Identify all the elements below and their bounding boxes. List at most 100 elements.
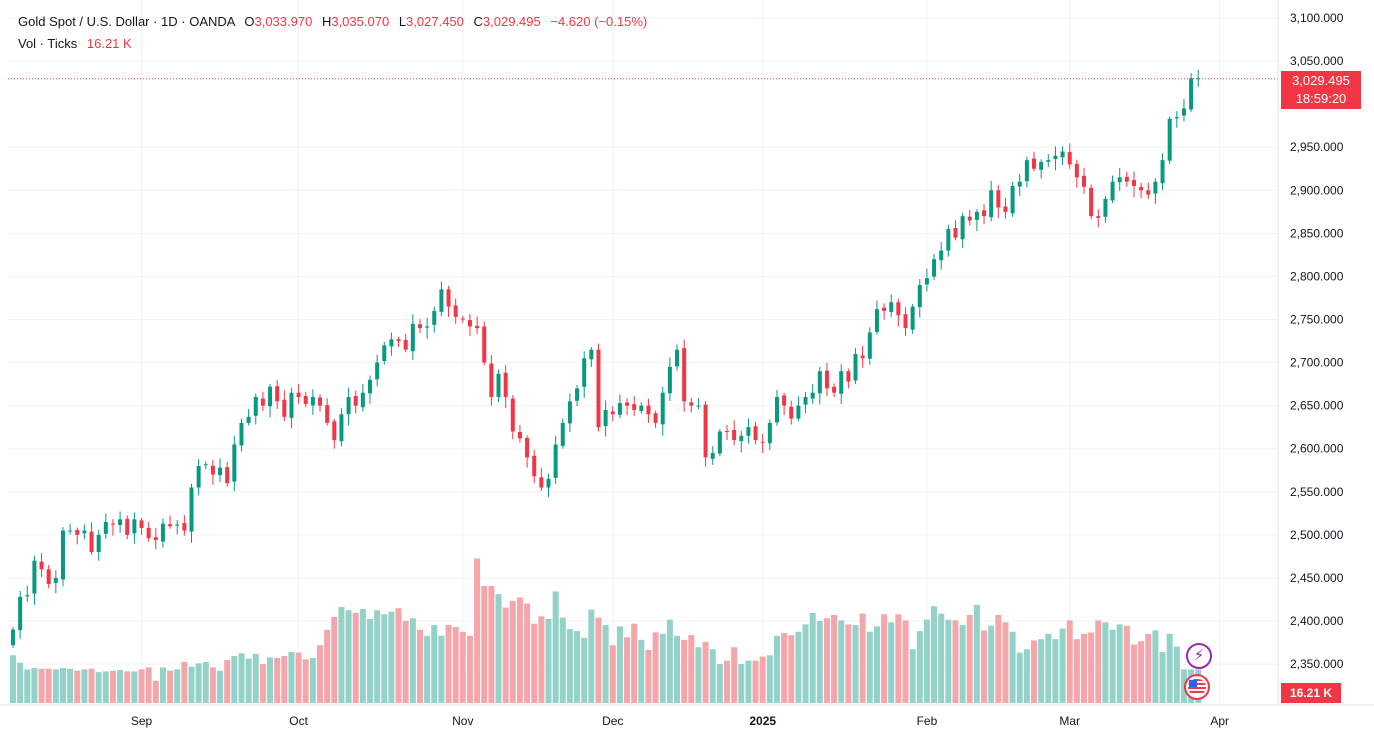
low-label: L (398, 14, 407, 29)
volume-bar (666, 619, 673, 703)
candle-body (1189, 78, 1194, 110)
candle-body (632, 404, 637, 410)
candle-body (974, 211, 979, 220)
volume-bar (209, 667, 216, 703)
candle-body (1160, 160, 1165, 184)
open-label: O (244, 14, 255, 29)
candle-body (489, 363, 494, 398)
volume-bar (995, 614, 1002, 703)
us-flag-icon[interactable] (1184, 674, 1210, 700)
volume-bar (1180, 669, 1187, 703)
volume-bar (74, 670, 81, 703)
volume-bar (259, 664, 266, 703)
candle-body (375, 362, 380, 380)
candle-body (53, 577, 58, 583)
candle-body (125, 518, 130, 535)
volume-label[interactable]: Vol · Ticks (18, 36, 78, 51)
volume-bar (902, 620, 909, 703)
volume-bar (267, 657, 274, 703)
candle-body (346, 397, 351, 415)
volume-bar (759, 656, 766, 703)
volume-bar (1145, 633, 1152, 703)
volume-bar (959, 625, 966, 703)
candle-body (296, 392, 301, 398)
candle-body (160, 523, 165, 542)
volume-bar (545, 619, 552, 703)
candle-body (460, 318, 465, 320)
candle-body (596, 349, 601, 428)
volume-bar (781, 633, 788, 703)
price-tick-label: 2,500.000 (1290, 528, 1344, 542)
volume-bar (295, 652, 302, 703)
volume-bar (816, 621, 823, 703)
candle-body (75, 530, 80, 535)
volume-bar (245, 658, 252, 703)
volume-bar (716, 664, 723, 703)
volume-bar (909, 649, 916, 703)
volume-bar (1166, 633, 1173, 703)
time-tick-label: Mar (1059, 714, 1080, 728)
volume-bar (881, 614, 888, 703)
volume-bar (559, 617, 566, 703)
candle-body (510, 398, 515, 432)
candle-body (839, 371, 844, 394)
candle-body (710, 453, 715, 459)
volume-bar (1123, 625, 1130, 703)
candle-body (853, 353, 858, 381)
volume-bar (509, 600, 516, 703)
price-tick-label: 2,950.000 (1290, 140, 1344, 154)
candle-body (1010, 185, 1015, 214)
candle-body (1067, 152, 1072, 165)
candle-body (689, 402, 694, 406)
volume-bar (395, 608, 402, 703)
volume-bar (224, 659, 231, 703)
volume-bar (438, 635, 445, 703)
volume-bars (10, 558, 1202, 703)
candle-body (760, 441, 765, 443)
volume-bar (338, 606, 345, 703)
volume-bar (202, 662, 209, 703)
candle-body (946, 229, 951, 251)
candle-body (232, 444, 237, 482)
candle-body (575, 388, 580, 401)
current-volume-badge: 16.21 K (1281, 683, 1341, 703)
candle-body (39, 561, 44, 570)
candle-body (589, 349, 594, 360)
time-tick-label: Feb (917, 714, 938, 728)
volume-bar (317, 645, 324, 703)
candlestick-series (11, 69, 1201, 648)
candle-body (96, 534, 101, 553)
volume-bar (652, 632, 659, 703)
high-value: 3,035.070 (331, 14, 390, 29)
lightning-icon[interactable]: ⚡ (1186, 643, 1212, 669)
candle-body (210, 465, 215, 475)
candle-body (832, 386, 837, 393)
candle-body (303, 395, 308, 404)
volume-bar (131, 671, 138, 703)
volume-bar (174, 669, 181, 703)
volume-bar (973, 604, 980, 703)
volume-bar (195, 663, 202, 703)
volume-bar (609, 645, 616, 703)
volume-bar (416, 629, 423, 703)
time-tick-label: Sep (131, 714, 153, 728)
candle-body (996, 190, 1001, 208)
volume-bar (695, 647, 702, 703)
volume-bar (24, 669, 31, 703)
volume-bar (752, 660, 759, 703)
candle-body (725, 430, 729, 432)
symbol-title[interactable]: Gold Spot / U.S. Dollar · 1D · OANDA (18, 14, 235, 29)
time-axis[interactable]: Sep Oct Nov Dec 2025 Feb Mar Apr (131, 714, 1229, 728)
volume-bar (516, 597, 523, 703)
candle-body (60, 530, 65, 580)
volume-bar (688, 635, 695, 703)
volume-bar (17, 662, 24, 703)
candle-body (289, 392, 294, 418)
candle-body (475, 325, 480, 329)
candle-body (903, 314, 908, 329)
volume-bar (866, 631, 873, 703)
price-axis[interactable]: 3,100.000 3,050.000 2,950.000 2,900.000 2,85… (0, 0, 1374, 706)
candle-body (246, 416, 251, 423)
candle-body (517, 432, 522, 439)
